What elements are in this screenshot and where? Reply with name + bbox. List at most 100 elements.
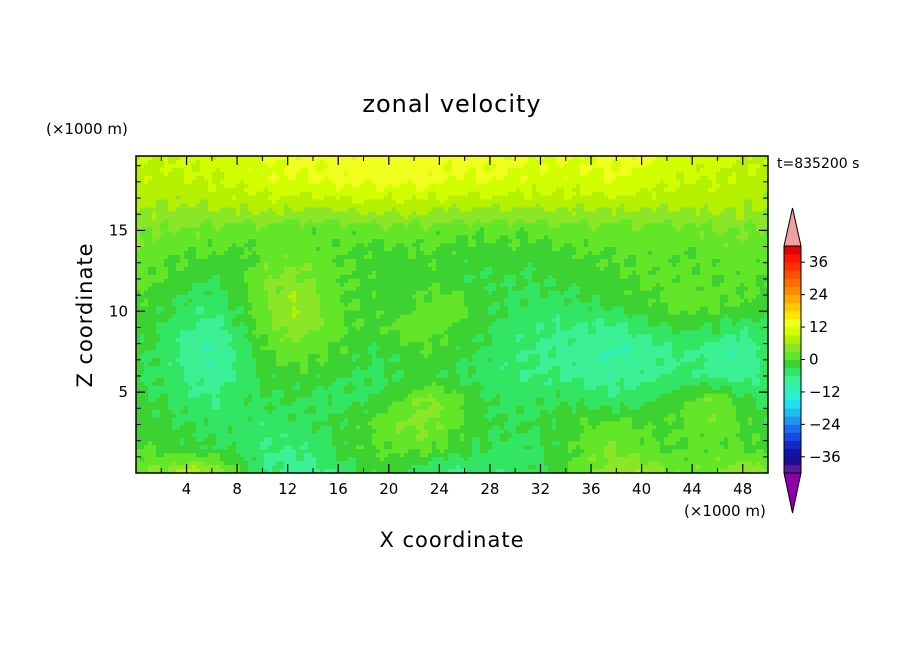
field-cell xyxy=(432,262,437,268)
field-cell xyxy=(344,163,349,169)
field-cell xyxy=(316,251,321,256)
field-cell xyxy=(300,251,305,256)
field-cell xyxy=(740,187,745,193)
field-cell xyxy=(148,259,153,264)
field-cell xyxy=(728,195,733,201)
field-cell xyxy=(208,207,213,213)
field-cell xyxy=(508,167,513,173)
field-cell xyxy=(572,243,577,248)
field-cell xyxy=(672,207,677,213)
field-cell xyxy=(580,187,585,193)
field-cell xyxy=(520,187,525,193)
field-cell xyxy=(636,231,641,236)
field-cell xyxy=(204,156,209,161)
field-cell xyxy=(428,163,433,169)
field-cell xyxy=(604,235,609,240)
field-cell xyxy=(408,163,413,169)
field-cell xyxy=(512,207,517,213)
field-cell xyxy=(692,266,697,272)
field-cell xyxy=(168,227,173,232)
field-cell xyxy=(284,215,289,220)
field-cell xyxy=(548,223,553,228)
field-cell xyxy=(500,211,505,217)
field-cell xyxy=(688,219,693,224)
field-cell xyxy=(316,183,321,189)
field-cell xyxy=(412,231,417,236)
field-cell xyxy=(488,167,493,173)
field-cell xyxy=(320,191,325,197)
field-cell xyxy=(316,227,321,232)
field-cell xyxy=(540,183,545,189)
field-cell xyxy=(644,199,649,205)
field-cell xyxy=(740,179,745,185)
field-cell xyxy=(640,179,645,185)
field-cell xyxy=(460,179,465,185)
field-cell xyxy=(356,247,361,252)
field-cell xyxy=(432,239,437,244)
field-cell xyxy=(700,266,705,272)
field-cell xyxy=(180,195,185,201)
field-cell xyxy=(344,167,349,173)
field-cell xyxy=(732,270,737,276)
field-cell xyxy=(440,215,445,220)
field-cell xyxy=(256,262,261,268)
field-cell xyxy=(396,191,401,197)
field-cell xyxy=(164,255,169,260)
field-cell xyxy=(680,167,685,173)
field-cell xyxy=(200,235,205,240)
field-cell xyxy=(344,223,349,228)
field-cell xyxy=(388,278,393,284)
field-cell xyxy=(196,171,201,177)
field-cell xyxy=(420,231,425,236)
field-cell xyxy=(472,231,477,236)
field-cell xyxy=(516,274,521,280)
field-cell xyxy=(276,183,281,189)
field-cell xyxy=(224,187,229,193)
field-cell xyxy=(740,274,745,280)
field-cell xyxy=(572,203,577,209)
field-cell xyxy=(320,207,325,213)
field-cell xyxy=(720,262,725,268)
field-cell xyxy=(688,159,693,165)
field-cell xyxy=(180,203,185,209)
field-cell xyxy=(340,223,345,228)
field-cell xyxy=(372,156,377,161)
field-cell xyxy=(280,187,285,193)
field-cell xyxy=(644,187,649,193)
field-cell xyxy=(244,231,249,236)
field-cell xyxy=(240,270,245,276)
field-cell xyxy=(184,219,189,224)
field-cell xyxy=(704,251,709,256)
field-cell xyxy=(612,231,617,236)
field-cell xyxy=(360,262,365,268)
field-cell xyxy=(324,278,329,284)
field-cell xyxy=(664,231,669,236)
field-cell xyxy=(504,247,509,252)
field-cell xyxy=(260,191,265,197)
field-cell xyxy=(600,270,605,276)
field-cell xyxy=(208,183,213,189)
field-cell xyxy=(332,262,337,268)
field-cell xyxy=(488,219,493,224)
field-cell xyxy=(748,191,753,197)
field-cell xyxy=(668,266,673,272)
field-cell xyxy=(612,227,617,232)
field-cell xyxy=(660,251,665,256)
field-cell xyxy=(680,183,685,189)
field-cell xyxy=(368,191,373,197)
field-cell xyxy=(596,199,601,205)
field-cell xyxy=(292,183,297,189)
field-cell xyxy=(632,259,637,264)
field-cell xyxy=(212,171,217,177)
field-cell xyxy=(448,183,453,189)
field-cell xyxy=(168,179,173,185)
field-cell xyxy=(688,171,693,177)
field-cell xyxy=(720,223,725,228)
field-cell xyxy=(516,219,521,224)
field-cell xyxy=(488,247,493,252)
field-cell xyxy=(372,259,377,264)
field-cell xyxy=(528,235,533,240)
field-cell xyxy=(332,167,337,173)
field-cell xyxy=(744,179,749,185)
field-cell xyxy=(740,259,745,264)
